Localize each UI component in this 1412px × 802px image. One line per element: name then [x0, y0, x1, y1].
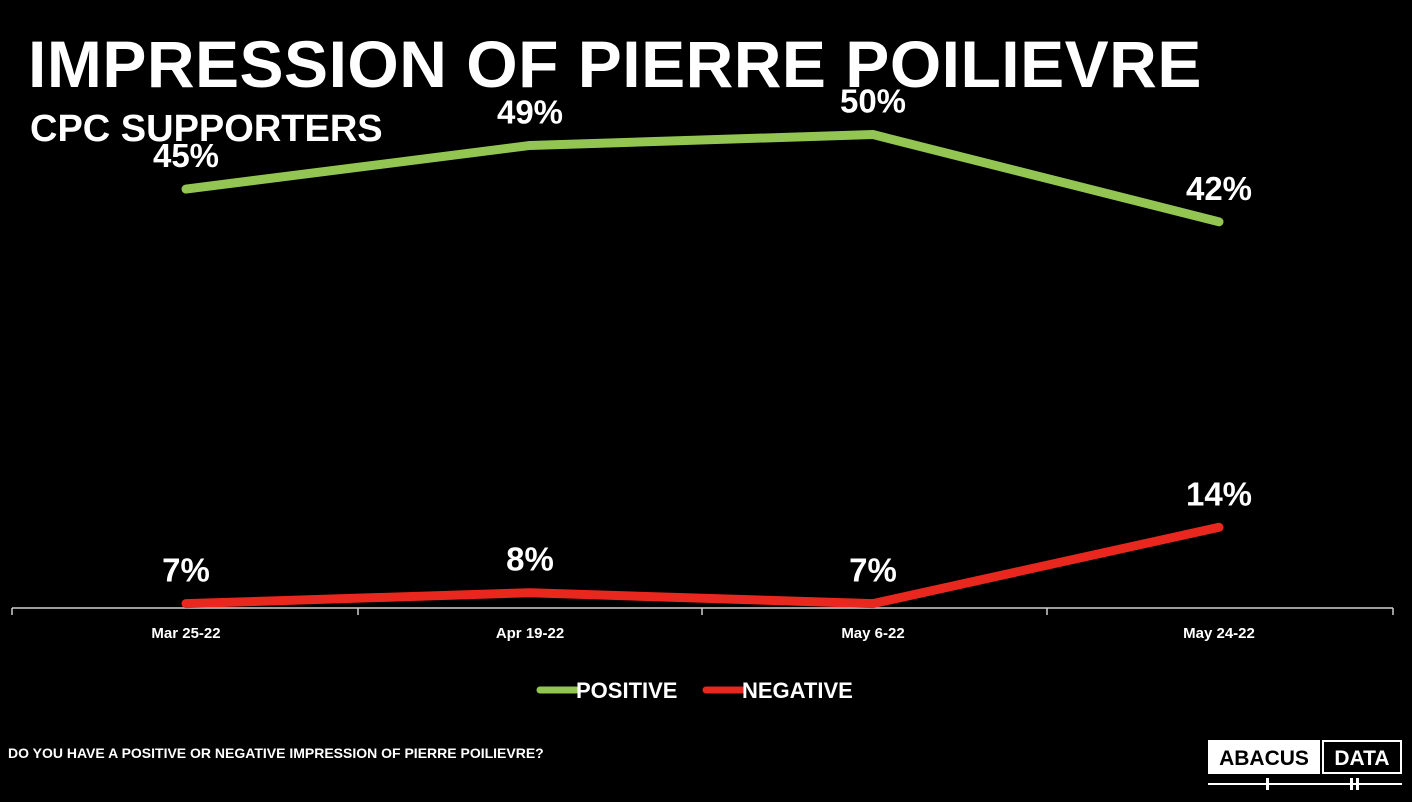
x-tick-label: May 6-22: [841, 625, 904, 642]
logo-word-data: DATA: [1322, 740, 1402, 774]
data-label: 50%: [840, 83, 906, 120]
legend-label-positive: POSITIVE: [576, 678, 677, 703]
data-label: 45%: [153, 137, 219, 174]
data-label: 49%: [497, 93, 563, 130]
data-label: 14%: [1186, 475, 1252, 512]
legend-label-negative: NEGATIVE: [742, 678, 853, 703]
x-tick-label: May 24-22: [1183, 625, 1255, 642]
series-line-positive: [181, 130, 1224, 227]
chart-title: IMPRESSION OF PIERRE POILIEVRE: [28, 27, 1202, 101]
logo-rule-graphic: [1208, 778, 1402, 790]
logo-word-abacus: ABACUS: [1208, 740, 1320, 774]
series-line-negative: [181, 522, 1224, 609]
x-tick-label: Mar 25-22: [151, 625, 220, 642]
survey-question: DO YOU HAVE A POSITIVE OR NEGATIVE IMPRE…: [8, 745, 544, 761]
data-label: 7%: [849, 552, 897, 589]
data-label: 8%: [506, 541, 554, 578]
abacus-data-logo: ABACUS DATA: [1208, 740, 1402, 790]
chart-subtitle: CPC SUPPORTERS: [30, 108, 383, 150]
x-tick-label: Apr 19-22: [496, 625, 564, 642]
data-label: 42%: [1186, 170, 1252, 207]
data-label: 7%: [162, 552, 210, 589]
